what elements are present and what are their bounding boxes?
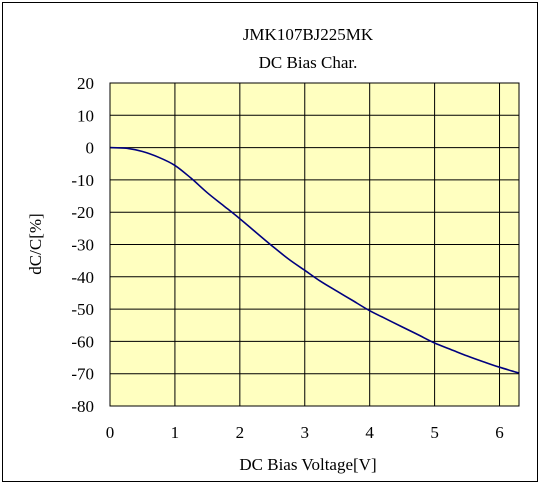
x-tick-label: 0 <box>106 423 115 442</box>
x-tick-label: 6 <box>495 423 504 442</box>
y-tick-label: -40 <box>71 268 94 287</box>
y-tick-label: -50 <box>71 300 94 319</box>
x-tick-label: 3 <box>301 423 310 442</box>
y-tick-label: -20 <box>71 203 94 222</box>
y-tick-label: -80 <box>71 397 94 416</box>
x-tick-label: 1 <box>171 423 180 442</box>
y-tick-label: -30 <box>71 236 94 255</box>
chart-subtitle: DC Bias Char. <box>259 53 358 72</box>
y-tick-label: 10 <box>77 106 94 125</box>
x-axis-label: DC Bias Voltage[V] <box>239 455 376 474</box>
y-tick-labels: 20 10 0 -10 -20 -30 -40 -50 -60 -70 -80 <box>71 74 94 416</box>
x-tick-label: 5 <box>430 423 439 442</box>
y-axis-label: dC/C[%] <box>26 213 45 274</box>
y-tick-label: 0 <box>86 139 95 158</box>
y-tick-label: -60 <box>71 332 94 351</box>
y-tick-label: -70 <box>71 365 94 384</box>
series-line <box>109 146 520 374</box>
y-tick-label: 20 <box>77 74 94 93</box>
x-tick-label: 4 <box>365 423 374 442</box>
chart-title: JMK107BJ225MK <box>243 25 374 44</box>
plot-border <box>109 82 520 407</box>
x-tick-labels: 0 1 2 3 4 5 6 <box>106 423 504 442</box>
y-tick-label: -10 <box>71 171 94 190</box>
x-tick-label: 2 <box>236 423 245 442</box>
